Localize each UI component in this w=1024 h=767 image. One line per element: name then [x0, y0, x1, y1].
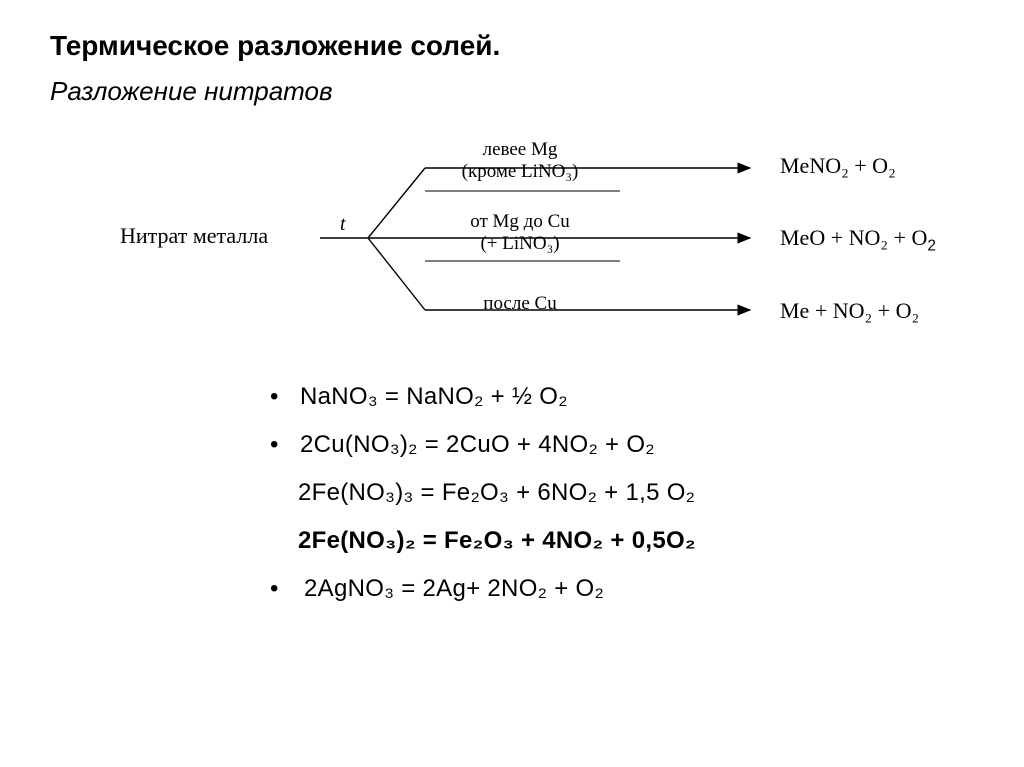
bullet-icon: •: [270, 565, 300, 613]
branch-product-2: MeO + NO₂ + O2: [780, 225, 936, 255]
bullet-icon: •: [270, 421, 300, 469]
branch-condition-1: левее Mg (кроме LiNO₃): [430, 139, 610, 183]
equation-text: 2Fe(NO₃)₂ = Fe₂O₃ + 4NO₂ + 0,5O₂: [298, 517, 696, 565]
reaction-diagram: Нитрат металла t левее Mg (кроме LiNO₃) …: [120, 133, 984, 343]
bullet-icon: •: [270, 373, 300, 421]
equation-text: 2Fe(NO₃)₃ = Fe₂O₃ + 6NO₂ + 1,5 O₂: [298, 469, 695, 517]
branch-product-3: Me + NO₂ + O₂: [780, 298, 919, 324]
branch-condition-2: от Mg до Cu (+ LiNO₃): [430, 211, 610, 255]
equation-row: • 2Cu(NO₃)₂ = 2CuO + 4NO₂ + O₂: [270, 421, 984, 469]
equation-text: NaNO₃ = NaNO₂ + ½ O₂: [300, 373, 568, 421]
page-title: Термическое разложение солей.: [50, 30, 984, 62]
page-subtitle: Разложение нитратов: [50, 76, 984, 107]
diagram-left-label: Нитрат металла: [120, 223, 268, 249]
equations-list: • NaNO₃ = NaNO₂ + ½ O₂ • 2Cu(NO₃)₂ = 2Cu…: [270, 373, 984, 613]
equation-row: • NaNO₃ = NaNO₂ + ½ O₂: [270, 373, 984, 421]
equation-text: 2Cu(NO₃)₂ = 2CuO + 4NO₂ + O₂: [300, 421, 655, 469]
equation-row: 2Fe(NO₃)₂ = Fe₂O₃ + 4NO₂ + 0,5O₂: [298, 517, 984, 565]
branch-product-1: MeNO₂ + O₂: [780, 153, 896, 179]
equation-text: 2AgNO₃ = 2Ag+ 2NO₂ + O₂: [304, 565, 604, 613]
branch-condition-3: после Cu: [430, 293, 610, 315]
equation-row: 2Fe(NO₃)₃ = Fe₂O₃ + 6NO₂ + 1,5 O₂: [298, 469, 984, 517]
equation-row: • 2AgNO₃ = 2Ag+ 2NO₂ + O₂: [270, 565, 984, 613]
